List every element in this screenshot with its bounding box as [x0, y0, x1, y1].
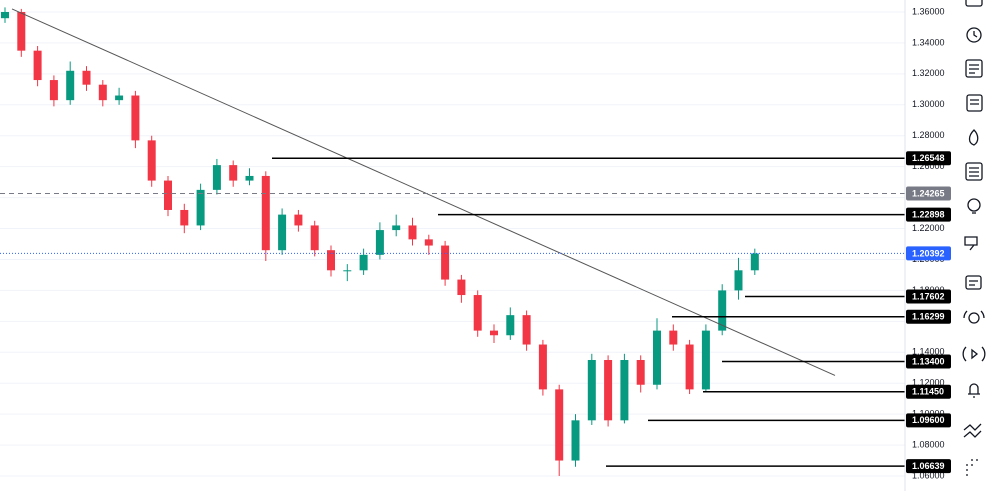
level-label: 1.24265: [912, 188, 945, 198]
y-tick-label: 1.14000: [912, 347, 945, 357]
y-tick-label: 1.08000: [912, 439, 945, 449]
candle-body: [571, 420, 580, 461]
level-label-bg: [906, 413, 951, 428]
candle-body: [538, 344, 547, 390]
candle-body: [49, 80, 58, 101]
level-label: 1.13400: [912, 356, 945, 366]
level-label-bg: [906, 246, 951, 261]
y-tick-label: 1.36000: [912, 6, 945, 16]
y-tick-label: 1.32000: [912, 68, 945, 78]
candle-body: [180, 209, 189, 226]
level-label-bg: [906, 309, 951, 324]
level-label-bg: [906, 384, 951, 399]
level-label-bg: [906, 186, 951, 201]
trend-line: [11, 8, 836, 376]
candle-body: [457, 279, 466, 296]
level-label: 1.06639: [912, 461, 945, 471]
candle-body: [750, 253, 759, 271]
candle-body: [17, 12, 26, 51]
candle-body: [147, 140, 156, 181]
level-label: 1.17602: [912, 291, 945, 301]
candle-body: [718, 290, 727, 331]
candle-body: [587, 360, 596, 421]
candle-body: [620, 360, 629, 421]
level-label: 1.20392: [912, 248, 945, 258]
candle-body: [685, 344, 694, 390]
level-label-bg: [906, 207, 951, 222]
toolbar-icons[interactable]: [962, 0, 986, 476]
y-tick-label: 1.12000: [912, 378, 945, 388]
candle-body: [229, 165, 238, 181]
candle-body: [1, 12, 9, 19]
level-label: 1.09600: [912, 415, 945, 425]
candle-body: [555, 389, 564, 461]
candle-body: [98, 84, 107, 101]
y-tick-label: 1.28000: [912, 130, 945, 140]
candle-body: [473, 295, 482, 331]
candle-body: [375, 230, 384, 255]
candle-body: [310, 225, 319, 251]
level-label-bg: [906, 289, 951, 304]
level-label-bg: [906, 151, 951, 166]
candle-body: [261, 175, 270, 251]
level-label-bg: [906, 459, 951, 474]
level-label: 1.16299: [912, 312, 945, 322]
candle-body: [392, 225, 401, 231]
candle-body: [636, 360, 645, 385]
y-tick-label: 1.06000: [912, 470, 945, 480]
level-label: 1.11450: [912, 387, 944, 397]
y-tick-label: 1.26000: [912, 161, 945, 171]
candle-body: [131, 95, 140, 141]
candle-body: [66, 70, 75, 101]
y-tick-label: 1.34000: [912, 37, 945, 47]
candle-body: [424, 239, 433, 246]
candle-body: [82, 70, 91, 85]
candle-body: [115, 95, 124, 101]
candle-body: [294, 214, 303, 226]
candle-body: [734, 270, 743, 291]
candle-body: [327, 250, 335, 271]
candle-body: [359, 254, 368, 271]
candle-body: [506, 315, 515, 336]
candle-body: [33, 50, 42, 81]
candle-body: [653, 330, 661, 385]
level-label-bg: [906, 354, 951, 369]
candle-body: [490, 330, 498, 336]
candle-body: [408, 225, 417, 240]
candle-body: [701, 330, 710, 390]
candle-body: [522, 315, 531, 345]
level-label: 1.26548: [912, 153, 945, 163]
candle-body: [669, 330, 678, 345]
candle-body: [212, 165, 221, 190]
y-tick-label: 1.22000: [912, 223, 945, 233]
candle-body: [196, 189, 205, 226]
candle-body: [245, 175, 254, 181]
level-label: 1.22898: [912, 210, 945, 220]
candle-body: [604, 360, 613, 421]
candle-body: [278, 214, 287, 251]
candle-body: [343, 270, 352, 272]
candle-body: [164, 180, 172, 210]
y-tick-label: 1.30000: [912, 99, 945, 109]
candle-body: [441, 245, 450, 280]
